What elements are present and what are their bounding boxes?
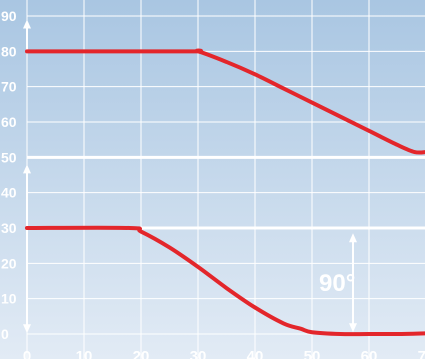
x-tick-label: 30 <box>190 348 207 359</box>
angle-arrow-head-up <box>349 233 357 243</box>
x-tick-label: 0 <box>23 348 31 359</box>
y-tick-label: 0 <box>1 326 9 342</box>
lower-arrow-head-up <box>23 164 31 174</box>
y-tick-label: 30 <box>1 220 17 236</box>
y-tick-label: 70 <box>1 79 17 95</box>
x-tick-label: 10 <box>76 348 93 359</box>
y-tick-label: 60 <box>1 114 17 130</box>
y-tick-labels: 0 10 20 30 40 50 60 70 80 90 <box>1 8 17 342</box>
y-tick-label: 80 <box>1 43 17 59</box>
angle-arrow-head-down <box>349 323 357 333</box>
lower-arrow-head-down <box>23 324 31 334</box>
y-tick-label: 10 <box>1 291 17 307</box>
x-tick-label: 50 <box>304 348 321 359</box>
annotations: 90° <box>319 233 357 333</box>
series-line-1 <box>25 48 425 155</box>
y-tick-label: 50 <box>1 149 17 165</box>
axis-arrows <box>23 19 31 334</box>
x-tick-label: 70 <box>418 348 425 359</box>
series-lines <box>25 48 425 337</box>
y-tick-label: 20 <box>1 255 17 271</box>
series-line-2 <box>25 225 425 337</box>
x-tick-label: 40 <box>247 348 264 359</box>
angle-annotation-label: 90° <box>319 270 355 297</box>
y-tick-label: 40 <box>1 185 17 201</box>
x-tick-label: 60 <box>361 348 378 359</box>
y-tick-label: 90 <box>1 8 17 24</box>
x-tick-labels: 0 10 20 30 40 50 60 70 <box>23 348 425 359</box>
x-tick-label: 20 <box>133 348 150 359</box>
upper-arrow-head <box>23 19 31 29</box>
